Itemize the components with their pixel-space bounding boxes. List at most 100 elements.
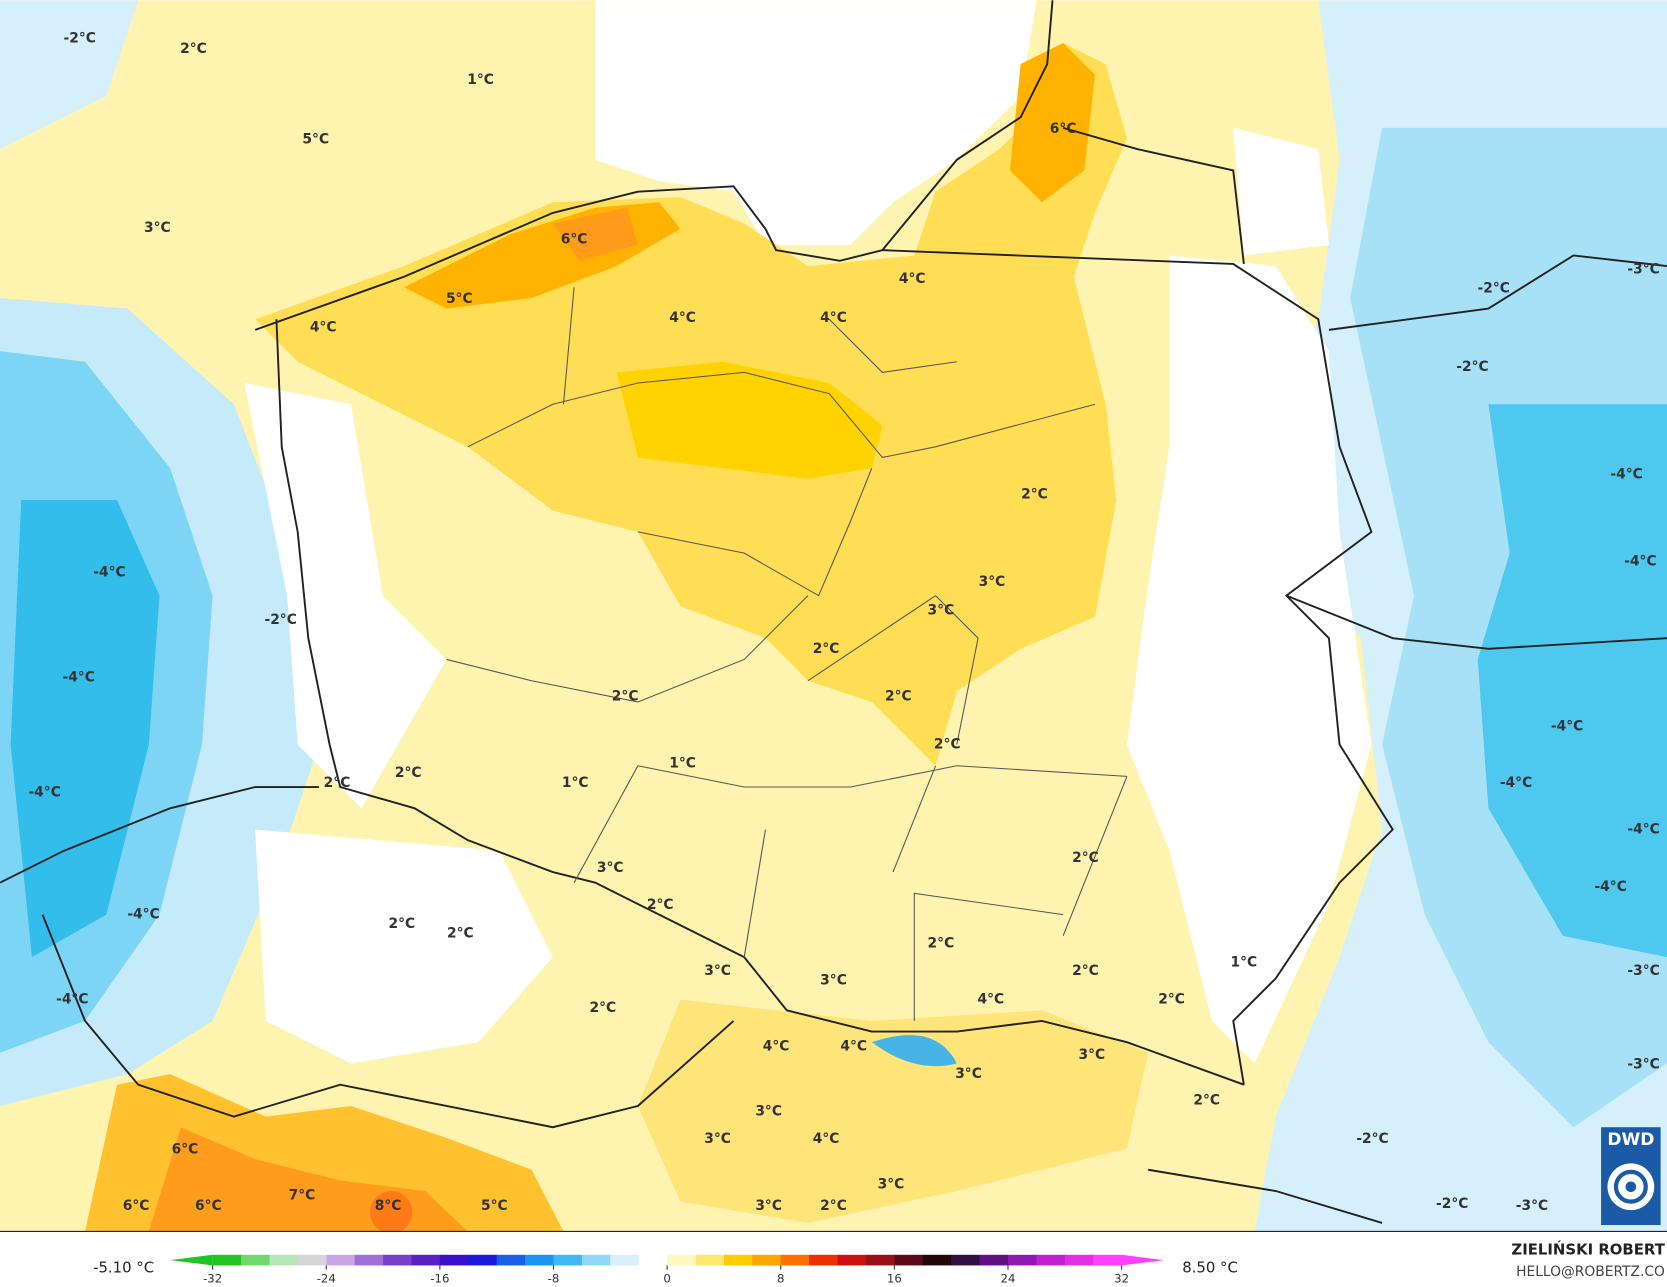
temperature-label: 2°C (647, 897, 674, 913)
cold-area (0, 0, 139, 150)
colorbar-tick-label: -16 (430, 1271, 449, 1285)
logo-icon (1613, 1169, 1648, 1204)
colorbar-cell (695, 1254, 725, 1266)
temperature-label: 6°C (1050, 121, 1077, 137)
colorbar-tick-label: 16 (887, 1271, 902, 1285)
colorbar-cell (780, 1254, 810, 1266)
temperature-label: 3°C (820, 973, 847, 989)
temperature-label: -4°C (62, 670, 94, 686)
temperature-label: 2°C (928, 935, 955, 951)
temperature-label: -4°C (1610, 466, 1642, 482)
temperature-label: 3°C (597, 860, 624, 876)
temperature-label: -4°C (1551, 718, 1583, 734)
logo: DWD (1601, 1127, 1661, 1226)
temperature-label: 3°C (955, 1066, 982, 1082)
colorbar: -32 -24 -16 -8 0 8 16 24 32 (170, 1254, 1165, 1285)
map (0, 0, 1667, 1234)
temperature-label: 3°C (979, 574, 1006, 590)
temperature-label: 2°C (612, 689, 639, 705)
temperature-label: -2°C (264, 612, 296, 628)
temperature-label: 3°C (144, 220, 171, 236)
min-label: -5.10 °C (93, 1259, 154, 1277)
temperature-label: -4°C (1624, 554, 1656, 570)
colorbar-cell (837, 1254, 867, 1266)
border-line (882, 249, 1394, 1085)
temperature-label: 5°C (302, 132, 329, 148)
colorbar-cell (610, 1254, 640, 1266)
neutral-area (1233, 127, 1329, 256)
temperature-label: 2°C (1193, 1093, 1220, 1109)
temperature-label: 3°C (1079, 1047, 1106, 1063)
warm-area (1009, 42, 1096, 203)
neutral-area (1126, 255, 1372, 1064)
colorbar-tick-label: -24 (317, 1271, 336, 1285)
colorbar-cell (496, 1254, 526, 1266)
temperature-label: -2°C (1436, 1196, 1468, 1212)
colorbar-tick-label: -8 (548, 1271, 560, 1285)
colorbar-cell (581, 1254, 611, 1266)
colorbar-cell (411, 1254, 441, 1266)
colorbar-cell (638, 1254, 668, 1266)
author: ZIELIŃSKI ROBERT (1511, 1241, 1665, 1259)
colorbar-cell (723, 1254, 753, 1266)
colorbar-cell (1036, 1254, 1066, 1266)
colorbar-cell (1007, 1254, 1037, 1266)
colorbar-arrow (1121, 1254, 1165, 1266)
temperature-label: -2°C (64, 31, 96, 47)
colorbar-cell (383, 1254, 412, 1266)
temperature-label: 2°C (1072, 850, 1099, 866)
colorbar-cell (1093, 1254, 1123, 1266)
temperature-label: 2°C (934, 736, 961, 752)
colorbar-cell (809, 1254, 839, 1266)
temperature-label: 3°C (704, 963, 731, 979)
temperature-label: 4°C (820, 310, 847, 326)
temperature-label: -4°C (56, 992, 88, 1008)
temperature-label: 6°C (561, 232, 588, 248)
map-labels: -2°C 2°C 1°C 5°C 3°C 6°C 5°C 4°C 4°C 4°C 4°C 6°C -2°… (28, 31, 1659, 1214)
temperature-label: 1°C (669, 756, 696, 772)
colorbar-cell (269, 1254, 299, 1266)
logo-icon (1625, 1181, 1637, 1193)
temperature-label: 4°C (669, 310, 696, 326)
temperature-label: 4°C (899, 271, 926, 287)
coastline (254, 0, 1054, 331)
temperature-label: 1°C (467, 72, 494, 88)
colorbar-cell (525, 1254, 555, 1266)
temperature-label: -4°C (1594, 879, 1626, 895)
colorbar-cell (979, 1254, 1009, 1266)
temperature-label: -3°C (1516, 1198, 1548, 1214)
colorbar-tick-label: 0 (663, 1271, 670, 1285)
temperature-label: 2°C (1158, 992, 1185, 1008)
temperature-label: 4°C (978, 992, 1005, 1008)
colorbar-cell (326, 1254, 356, 1266)
temperature-label: -3°C (1627, 1057, 1659, 1073)
temperature-label: -2°C (1478, 280, 1510, 296)
colorbar-cell (468, 1254, 498, 1266)
temperature-label: 3°C (755, 1103, 782, 1119)
colorbar-cell (212, 1254, 242, 1266)
colorbar-cell (894, 1254, 924, 1266)
temperature-label: 2°C (885, 689, 912, 705)
warm-area (369, 1191, 413, 1234)
region-line (446, 287, 1128, 1021)
cold-area (871, 1035, 957, 1067)
logo-text: DWD (1607, 1130, 1654, 1150)
temperature-label: 4°C (310, 320, 337, 336)
temperature-label: -2°C (1356, 1131, 1388, 1147)
temperature-label: 1°C (1231, 954, 1258, 970)
temperature-label: -4°C (127, 907, 159, 923)
temperature-label: 1°C (562, 775, 589, 791)
temperature-label: 5°C (481, 1198, 508, 1214)
colorbar-arrow (170, 1254, 213, 1266)
temperature-label: 8°C (375, 1198, 402, 1214)
cold-area (10, 499, 160, 958)
temperature-label: 2°C (820, 1198, 847, 1214)
colorbar-cell (439, 1254, 469, 1266)
colorbar-cell (667, 1254, 697, 1266)
colorbar-cell (865, 1254, 895, 1266)
colorbar-cell (922, 1254, 952, 1266)
temperature-label: -4°C (1627, 822, 1659, 838)
colorbar-tick-label: 32 (1114, 1271, 1129, 1285)
colorbar-tick-label: 24 (1001, 1271, 1016, 1285)
